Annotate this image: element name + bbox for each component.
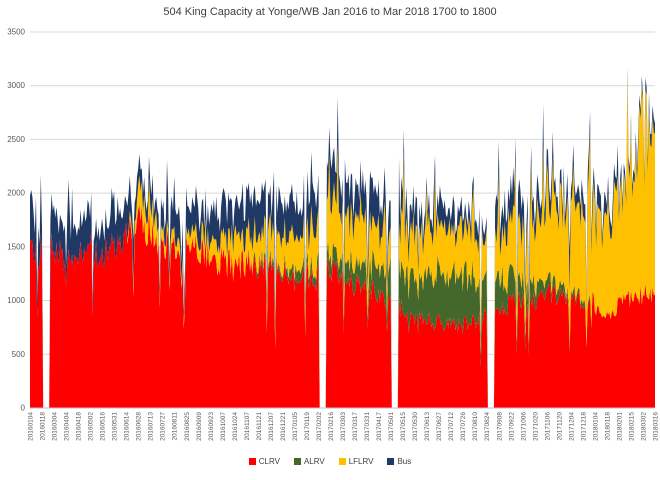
svg-text:20180201: 20180201 bbox=[616, 412, 623, 441]
legend-label-lflrv: LFLRV bbox=[348, 457, 374, 466]
svg-text:20180316: 20180316 bbox=[653, 412, 660, 441]
legend-swatch-bus bbox=[387, 458, 395, 465]
svg-text:20161107: 20161107 bbox=[244, 412, 251, 441]
legend-swatch-lflrv bbox=[338, 458, 346, 465]
svg-text:20171120: 20171120 bbox=[556, 412, 563, 441]
legend-label-clrv: CLRV bbox=[258, 457, 280, 466]
svg-text:20161024: 20161024 bbox=[232, 412, 239, 441]
legend-label-bus: Bus bbox=[397, 457, 412, 466]
svg-text:20180104: 20180104 bbox=[592, 412, 599, 441]
legend-item-bus: Bus bbox=[387, 457, 411, 466]
svg-text:20170726: 20170726 bbox=[460, 412, 467, 441]
svg-text:20170712: 20170712 bbox=[448, 412, 455, 441]
legend-item-lflrv: LFLRV bbox=[338, 457, 374, 466]
svg-text:20160727: 20160727 bbox=[160, 412, 167, 441]
svg-text:20161221: 20161221 bbox=[280, 412, 287, 441]
svg-text:20170105: 20170105 bbox=[292, 412, 299, 441]
svg-text:20171106: 20171106 bbox=[544, 412, 551, 441]
svg-text:20170216: 20170216 bbox=[328, 412, 335, 441]
svg-text:20170202: 20170202 bbox=[316, 412, 323, 441]
svg-text:20160404: 20160404 bbox=[64, 412, 71, 441]
svg-text:20180118: 20180118 bbox=[604, 412, 611, 441]
svg-text:20160531: 20160531 bbox=[112, 412, 119, 441]
legend-item-clrv: CLRV bbox=[248, 457, 280, 466]
legend-swatch-alrv bbox=[293, 458, 301, 465]
legend-label-alrv: ALRV bbox=[303, 457, 325, 466]
svg-text:20161207: 20161207 bbox=[268, 412, 275, 441]
svg-text:20170417: 20170417 bbox=[376, 412, 383, 441]
legend-item-alrv: ALRV bbox=[293, 457, 325, 466]
svg-text:20170317: 20170317 bbox=[352, 412, 359, 441]
svg-text:3500: 3500 bbox=[7, 28, 25, 37]
svg-text:20160418: 20160418 bbox=[76, 412, 83, 441]
svg-text:20180215: 20180215 bbox=[628, 412, 635, 441]
svg-text:500: 500 bbox=[12, 350, 26, 359]
svg-text:20171006: 20171006 bbox=[520, 412, 527, 441]
svg-text:20170908: 20170908 bbox=[496, 412, 503, 441]
svg-text:20171020: 20171020 bbox=[532, 412, 539, 441]
svg-text:20170810: 20170810 bbox=[472, 412, 479, 441]
svg-text:1500: 1500 bbox=[7, 242, 25, 251]
svg-text:20160118: 20160118 bbox=[40, 412, 47, 441]
svg-text:20160825: 20160825 bbox=[184, 412, 191, 441]
svg-text:20160923: 20160923 bbox=[208, 412, 215, 441]
svg-text:20170530: 20170530 bbox=[412, 412, 419, 441]
svg-text:20160909: 20160909 bbox=[196, 412, 203, 441]
svg-text:20170824: 20170824 bbox=[484, 412, 491, 441]
svg-text:20161121: 20161121 bbox=[256, 412, 263, 441]
svg-text:20170627: 20170627 bbox=[436, 412, 443, 441]
svg-text:20170501: 20170501 bbox=[388, 412, 395, 441]
svg-text:20160104: 20160104 bbox=[28, 412, 35, 441]
svg-text:20160502: 20160502 bbox=[88, 412, 95, 441]
svg-text:2000: 2000 bbox=[7, 189, 25, 198]
svg-text:20160516: 20160516 bbox=[100, 412, 107, 441]
svg-text:20160304: 20160304 bbox=[52, 412, 59, 441]
svg-text:20161007: 20161007 bbox=[220, 412, 227, 441]
svg-text:20170119: 20170119 bbox=[304, 412, 311, 441]
chart-title: 504 King Capacity at Yonge/WB Jan 2016 t… bbox=[163, 6, 497, 18]
svg-text:20170515: 20170515 bbox=[400, 412, 407, 441]
svg-text:0: 0 bbox=[21, 404, 26, 413]
svg-text:20180302: 20180302 bbox=[640, 412, 647, 441]
svg-text:3000: 3000 bbox=[7, 81, 25, 90]
svg-text:20160713: 20160713 bbox=[148, 412, 155, 441]
svg-text:20160614: 20160614 bbox=[124, 412, 131, 441]
svg-text:20171204: 20171204 bbox=[568, 412, 575, 441]
legend-swatch-clrv bbox=[248, 458, 256, 465]
svg-text:20170613: 20170613 bbox=[424, 412, 431, 441]
svg-text:1000: 1000 bbox=[7, 296, 25, 305]
svg-text:20170331: 20170331 bbox=[364, 412, 371, 441]
svg-text:2500: 2500 bbox=[7, 135, 25, 144]
svg-text:20160811: 20160811 bbox=[172, 412, 179, 441]
svg-text:20160628: 20160628 bbox=[136, 412, 143, 441]
chart-legend: CLRV ALRV LFLRV Bus bbox=[0, 457, 660, 466]
svg-text:20171218: 20171218 bbox=[580, 412, 587, 441]
svg-text:20170922: 20170922 bbox=[508, 412, 515, 441]
svg-text:20170303: 20170303 bbox=[340, 412, 347, 441]
